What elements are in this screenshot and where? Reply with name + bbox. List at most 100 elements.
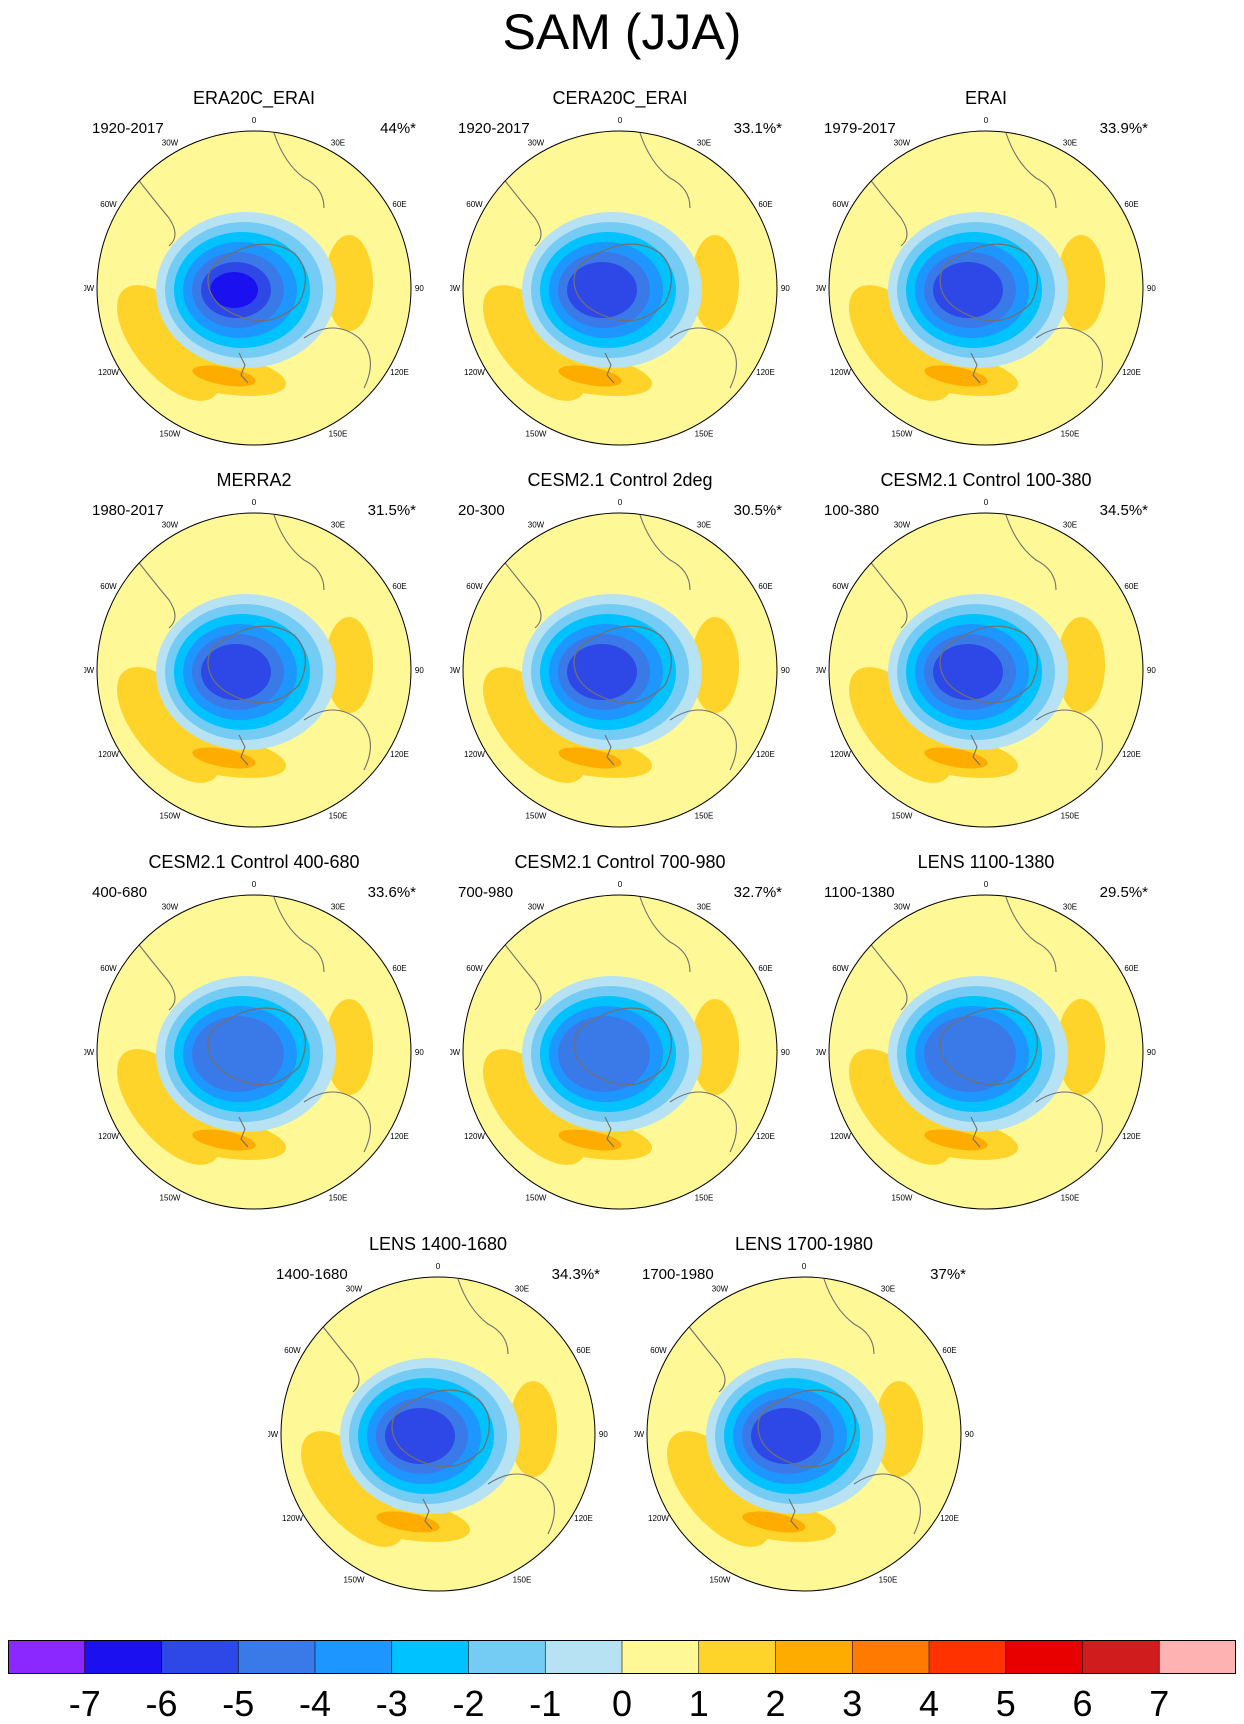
new-zealand-coastline [604, 1116, 615, 1148]
australia-coastline [669, 1091, 737, 1153]
longitude-label: 150W [892, 1193, 913, 1202]
panel-period: 1400-1680 [276, 1266, 348, 1283]
panel-percent: 33.1%* [733, 120, 782, 137]
australia-coastline [853, 1473, 921, 1535]
longitude-label: 90E [1147, 1048, 1156, 1057]
africa-coastline [457, 1278, 509, 1355]
polar-map: 030E60E90E120E150E180150W120W90W60W30W [450, 116, 790, 446]
longitude-label: 90W [84, 284, 95, 293]
longitude-label: 90W [84, 1048, 95, 1057]
longitude-label: 150W [526, 811, 547, 820]
longitude-label: 150W [160, 811, 181, 820]
longitude-label: 150W [892, 429, 913, 438]
map-panel: 030E60E90E120E150E180150W120W90W60W30W L… [268, 1234, 608, 1594]
antarctica-coastline [207, 625, 306, 704]
panel-period: 100-380 [824, 502, 880, 519]
colorbar-swatch [238, 1640, 316, 1674]
australia-coastline [1035, 709, 1103, 771]
panel-title: LENS 1700-1980 [734, 1234, 874, 1254]
longitude-label: 60E [392, 200, 406, 209]
antarctica-coastline [757, 1389, 856, 1468]
positive-anomaly-core [192, 365, 256, 387]
longitude-label: 30E [697, 903, 711, 912]
australia-coastline [669, 327, 737, 389]
longitude-label: 150E [329, 429, 348, 438]
longitude-label: 30E [881, 1285, 895, 1294]
colorbar-tick-label: 1 [688, 1683, 709, 1724]
longitude-label: 60E [758, 964, 772, 973]
longitude-label: 120W [830, 1132, 851, 1141]
longitude-label: 90E [781, 666, 790, 675]
longitude-label: 0 [984, 116, 989, 125]
colorbar-swatch [84, 1640, 162, 1674]
longitude-label: 150E [695, 429, 714, 438]
longitude-label: 90E [599, 1430, 608, 1439]
longitude-label: 120E [1122, 368, 1141, 377]
africa-coastline [1005, 514, 1057, 591]
colorbar-swatch [852, 1640, 930, 1674]
panel-title: LENS 1400-1680 [368, 1234, 508, 1254]
map-panel: 030E60E90E120E150E180150W120W90W60W30W C… [450, 852, 790, 1212]
longitude-label: 30W [712, 1285, 729, 1294]
colorbar-swatch [161, 1640, 239, 1674]
longitude-label: 30E [1063, 903, 1077, 912]
map-boundary [96, 512, 412, 828]
longitude-label: 60W [100, 964, 117, 973]
africa-coastline [823, 1278, 875, 1355]
longitude-label: 60W [284, 1346, 301, 1355]
panel-percent: 29.5%* [1099, 884, 1148, 901]
longitude-label: 120W [464, 368, 485, 377]
africa-coastline [1005, 896, 1057, 973]
longitude-label: 90E [1147, 284, 1156, 293]
colorbar-tick-label: 4 [918, 1683, 940, 1724]
panel-title: ERAI [964, 88, 1007, 108]
map-boundary [828, 894, 1144, 1210]
panel-period: 1920-2017 [92, 120, 164, 137]
new-zealand-coastline [604, 352, 615, 384]
longitude-label: 90E [781, 284, 790, 293]
longitude-label: 120E [756, 368, 775, 377]
colorbar-swatch [622, 1640, 700, 1674]
colorbar-tick-label: -5 [222, 1683, 255, 1724]
positive-anomaly-core [924, 365, 988, 387]
colorbar-swatch [545, 1640, 623, 1674]
colorbar-tick-label: 0 [611, 1683, 633, 1724]
longitude-label: 90W [450, 284, 461, 293]
map-boundary [828, 130, 1144, 446]
longitude-label: 60E [1124, 964, 1138, 973]
new-zealand-coastline [238, 734, 249, 766]
panel-percent: 34.3%* [551, 1266, 600, 1283]
longitude-label: 150E [1061, 1193, 1080, 1202]
africa-coastline [273, 514, 325, 591]
longitude-label: 0 [984, 498, 989, 507]
antarctica-coastline [207, 243, 306, 322]
positive-anomaly-core [924, 1129, 988, 1151]
longitude-label: 0 [252, 116, 257, 125]
colorbar-tick-label: -6 [145, 1683, 178, 1724]
new-zealand-coastline [238, 352, 249, 384]
africa-coastline [273, 896, 325, 973]
longitude-label: 60W [100, 200, 117, 209]
longitude-label: 150E [1061, 429, 1080, 438]
antarctica-coastline [391, 1389, 490, 1468]
africa-coastline [273, 132, 325, 209]
map-boundary [96, 130, 412, 446]
longitude-label: 120W [98, 750, 119, 759]
longitude-label: 90E [415, 666, 424, 675]
longitude-label: 30W [894, 139, 911, 148]
new-zealand-coastline [970, 352, 981, 384]
longitude-label: 30W [894, 903, 911, 912]
colorbar-tick-label: 2 [765, 1683, 786, 1724]
panel-title: ERA20C_ERAI [192, 88, 316, 108]
map-boundary [646, 1276, 962, 1592]
negative-anomaly-contour [385, 1408, 455, 1464]
panel-period: 1980-2017 [92, 502, 164, 519]
longitude-label: 30W [894, 521, 911, 530]
map-panel: 030E60E90E120E150E180150W120W90W60W30W L… [634, 1234, 974, 1594]
colorbar-tick-label: -4 [298, 1683, 331, 1724]
positive-anomaly-region [325, 617, 373, 713]
colorbar-tick-label: -1 [529, 1683, 562, 1724]
longitude-label: 150E [695, 1193, 714, 1202]
map-panel: 030E60E90E120E150E180150W120W90W60W30W C… [84, 852, 424, 1212]
panel-percent: 37%* [930, 1266, 966, 1283]
